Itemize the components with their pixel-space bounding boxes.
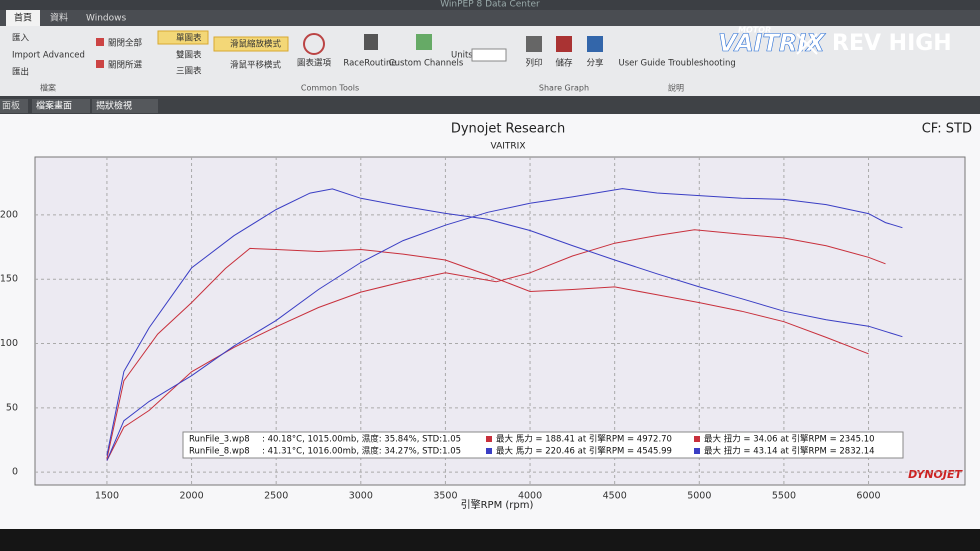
tab: [92, 99, 158, 113]
legend-tq: 最大 扭力 = 43.14 at 引擎RPM = 2832.14: [704, 446, 875, 457]
x-tick-label: 3000: [349, 491, 373, 502]
menu-item[interactable]: 首頁: [14, 12, 32, 24]
legend-tq: 最大 扭力 = 34.06 at 引擎RPM = 2345.10: [704, 434, 875, 445]
legend-conditions: : 40.18°C, 1015.00mb, 濕度: 35.84%, STD:1.…: [262, 434, 461, 445]
x-axis-label: 引擎RPM (rpm): [461, 498, 534, 511]
y-tick-label: 0: [12, 467, 18, 478]
x-tick-label: 4500: [603, 491, 627, 502]
curve: [106, 188, 903, 461]
bezel: [0, 529, 980, 551]
brand-logo: VAITRIX: [718, 29, 826, 57]
ribbon-button[interactable]: 雙圖表: [176, 50, 202, 61]
maker-logo: DYNOJET: [908, 468, 963, 481]
window-title: WinPEP 8 Data Center: [440, 0, 540, 10]
ribbon-button[interactable]: 匯入: [12, 34, 30, 44]
active-mode: [213, 36, 289, 52]
menu-item[interactable]: 資料: [50, 12, 68, 24]
ribbon-button[interactable]: 分享: [586, 58, 604, 69]
legend-swatch: [694, 448, 700, 454]
partner-logo: REV HIGH: [832, 31, 952, 56]
ribbon-button[interactable]: 三圖表: [176, 66, 202, 77]
ribbon-button[interactable]: 關閉全部: [108, 38, 143, 49]
x-tick-label: 5000: [687, 491, 711, 502]
ribbon-button[interactable]: Custom Channels: [389, 59, 464, 69]
legend-swatch: [486, 436, 492, 442]
ribbon-button[interactable]: Troubleshooting: [667, 59, 736, 69]
tab: [32, 99, 90, 113]
y-tick-label: 100: [0, 338, 18, 349]
ribbon-button[interactable]: 儲存: [555, 58, 573, 69]
icon: [587, 36, 603, 52]
ribbon-button[interactable]: 圖表選項: [297, 58, 332, 69]
ribbon-group: 說明: [668, 83, 684, 93]
ribbon-button[interactable]: 匯出: [12, 67, 29, 78]
chart-subtitle: VAITRIX: [491, 142, 526, 152]
menu-item[interactable]: Windows: [86, 14, 126, 24]
corner-label: CF: STD: [922, 122, 972, 137]
ribbon-group: Share Graph: [539, 84, 589, 93]
units-dropdown[interactable]: [471, 48, 507, 62]
ribbon-group: Common Tools: [301, 84, 359, 93]
legend-hp: 最大 馬力 = 220.46 at 引擎RPM = 4545.99: [496, 446, 672, 457]
ribbon-button[interactable]: 關閉所選: [108, 60, 143, 71]
menu-bar: [0, 10, 980, 26]
ribbon-button[interactable]: RaceRoutine: [343, 59, 396, 69]
y-tick-label: 200: [0, 209, 18, 220]
tab: [0, 99, 28, 113]
x-tick-label: 3500: [433, 491, 457, 502]
y-tick-label: 150: [0, 274, 18, 285]
legend-file: RunFile_3.wp8: [189, 435, 250, 445]
icon: [556, 36, 572, 52]
icon: [96, 38, 104, 46]
x-tick-label: 5500: [772, 491, 796, 502]
icon: [303, 33, 325, 55]
cross: [796, 33, 818, 55]
plot: 1500 2000 2500 3000 3500 4000 4500 5000 5500 6000…: [0, 157, 965, 502]
icon: [96, 60, 104, 68]
legend-swatch: [694, 436, 700, 442]
brand-tag: MOTOR: [738, 26, 771, 35]
x-tick-label: 6000: [856, 491, 880, 502]
icon: [416, 34, 432, 50]
chart-title: Dynojet Research: [451, 122, 565, 137]
legend: RunFile_3.wp8 : 40.18°C, 1015.00mb, 濕度: 3…: [182, 431, 904, 459]
legend-file: RunFile_8.wp8: [189, 447, 250, 457]
ribbon-button[interactable]: 單圖表: [176, 33, 202, 44]
legend-conditions: : 41.31°C, 1016.00mb, 濕度: 34.27%, STD:1.…: [262, 446, 461, 457]
ribbon-label: Units: [451, 51, 473, 61]
x-tick-label: 1500: [95, 491, 119, 502]
legend-box: [182, 431, 904, 459]
legend-swatch: [486, 448, 492, 454]
ribbon-button[interactable]: 列印: [525, 58, 542, 69]
ribbon-button[interactable]: User Guide: [618, 59, 665, 69]
curve: [106, 188, 903, 456]
curve: [106, 247, 869, 459]
x-tick-label: 2500: [264, 491, 288, 502]
ribbon-button[interactable]: 滑鼠縮放模式: [230, 39, 282, 50]
tab-label[interactable]: 揭狀檢視: [96, 100, 132, 112]
icon: [364, 34, 378, 50]
plot-area: [34, 156, 966, 486]
legend-hp: 最大 馬力 = 188.41 at 引擎RPM = 4972.70: [496, 434, 672, 445]
icon: [526, 36, 542, 52]
y-tick-label: 50: [6, 402, 18, 413]
x-tick-label: 4000: [518, 491, 542, 502]
ribbon-group: 檔案: [40, 83, 56, 93]
active-view: [157, 30, 209, 45]
tab-strip: [0, 96, 980, 114]
curve: [106, 229, 886, 461]
ribbon-button[interactable]: 滑鼠平移模式: [230, 60, 282, 71]
menu-active: [6, 10, 40, 26]
ribbon-button[interactable]: Import Advanced: [12, 51, 85, 61]
tab-label[interactable]: 面板: [2, 100, 20, 112]
tab-label[interactable]: 檔案畫面: [36, 100, 72, 112]
x-tick-label: 2000: [179, 491, 203, 502]
